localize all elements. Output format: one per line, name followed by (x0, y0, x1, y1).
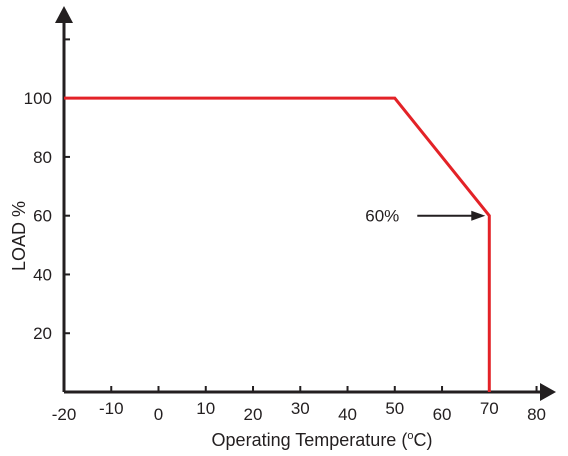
y-tick-label: 80 (33, 148, 52, 167)
x-tick-label: 60 (433, 405, 452, 424)
annotation-label-0: 60% (365, 207, 399, 226)
annotations: 60% (365, 207, 486, 226)
y-tick-label: 20 (33, 324, 52, 343)
y-tick-label: 100 (24, 89, 52, 108)
x-tick-label: 40 (338, 405, 357, 424)
series-line-0 (64, 96, 491, 392)
x-tick-label: 80 (527, 405, 546, 424)
annotation-arrow-head-0 (471, 210, 486, 221)
y-axis-arrowhead (55, 6, 73, 23)
series (64, 96, 491, 392)
x-tick-label: 10 (196, 399, 215, 418)
x-axis-title-tail: C) (413, 430, 432, 450)
x-axis-arrowhead (540, 383, 556, 401)
x-tick-label: 50 (385, 399, 404, 418)
x-tick-label: 20 (244, 405, 263, 424)
y-tick-label: 60 (33, 207, 52, 226)
x-tick-label: -20 (52, 405, 77, 424)
x-tick-label: -10 (99, 399, 124, 418)
x-axis-title-main: Operating Temperature ( (212, 430, 408, 450)
x-tick-label: 70 (480, 399, 499, 418)
x-axis-title: Operating Temperature (oC) (212, 430, 433, 450)
y-tick-label: 40 (33, 265, 52, 284)
ticks: -20 -10 0 10 20 30 40 50 60 70 80 20 40 60 80 100 (24, 38, 546, 424)
y-axis-title: LOAD % (9, 201, 29, 271)
x-axis-title-super: o (407, 430, 413, 442)
axes (55, 6, 556, 401)
x-tick-label: 0 (154, 405, 163, 424)
x-tick-label: 30 (291, 399, 310, 418)
